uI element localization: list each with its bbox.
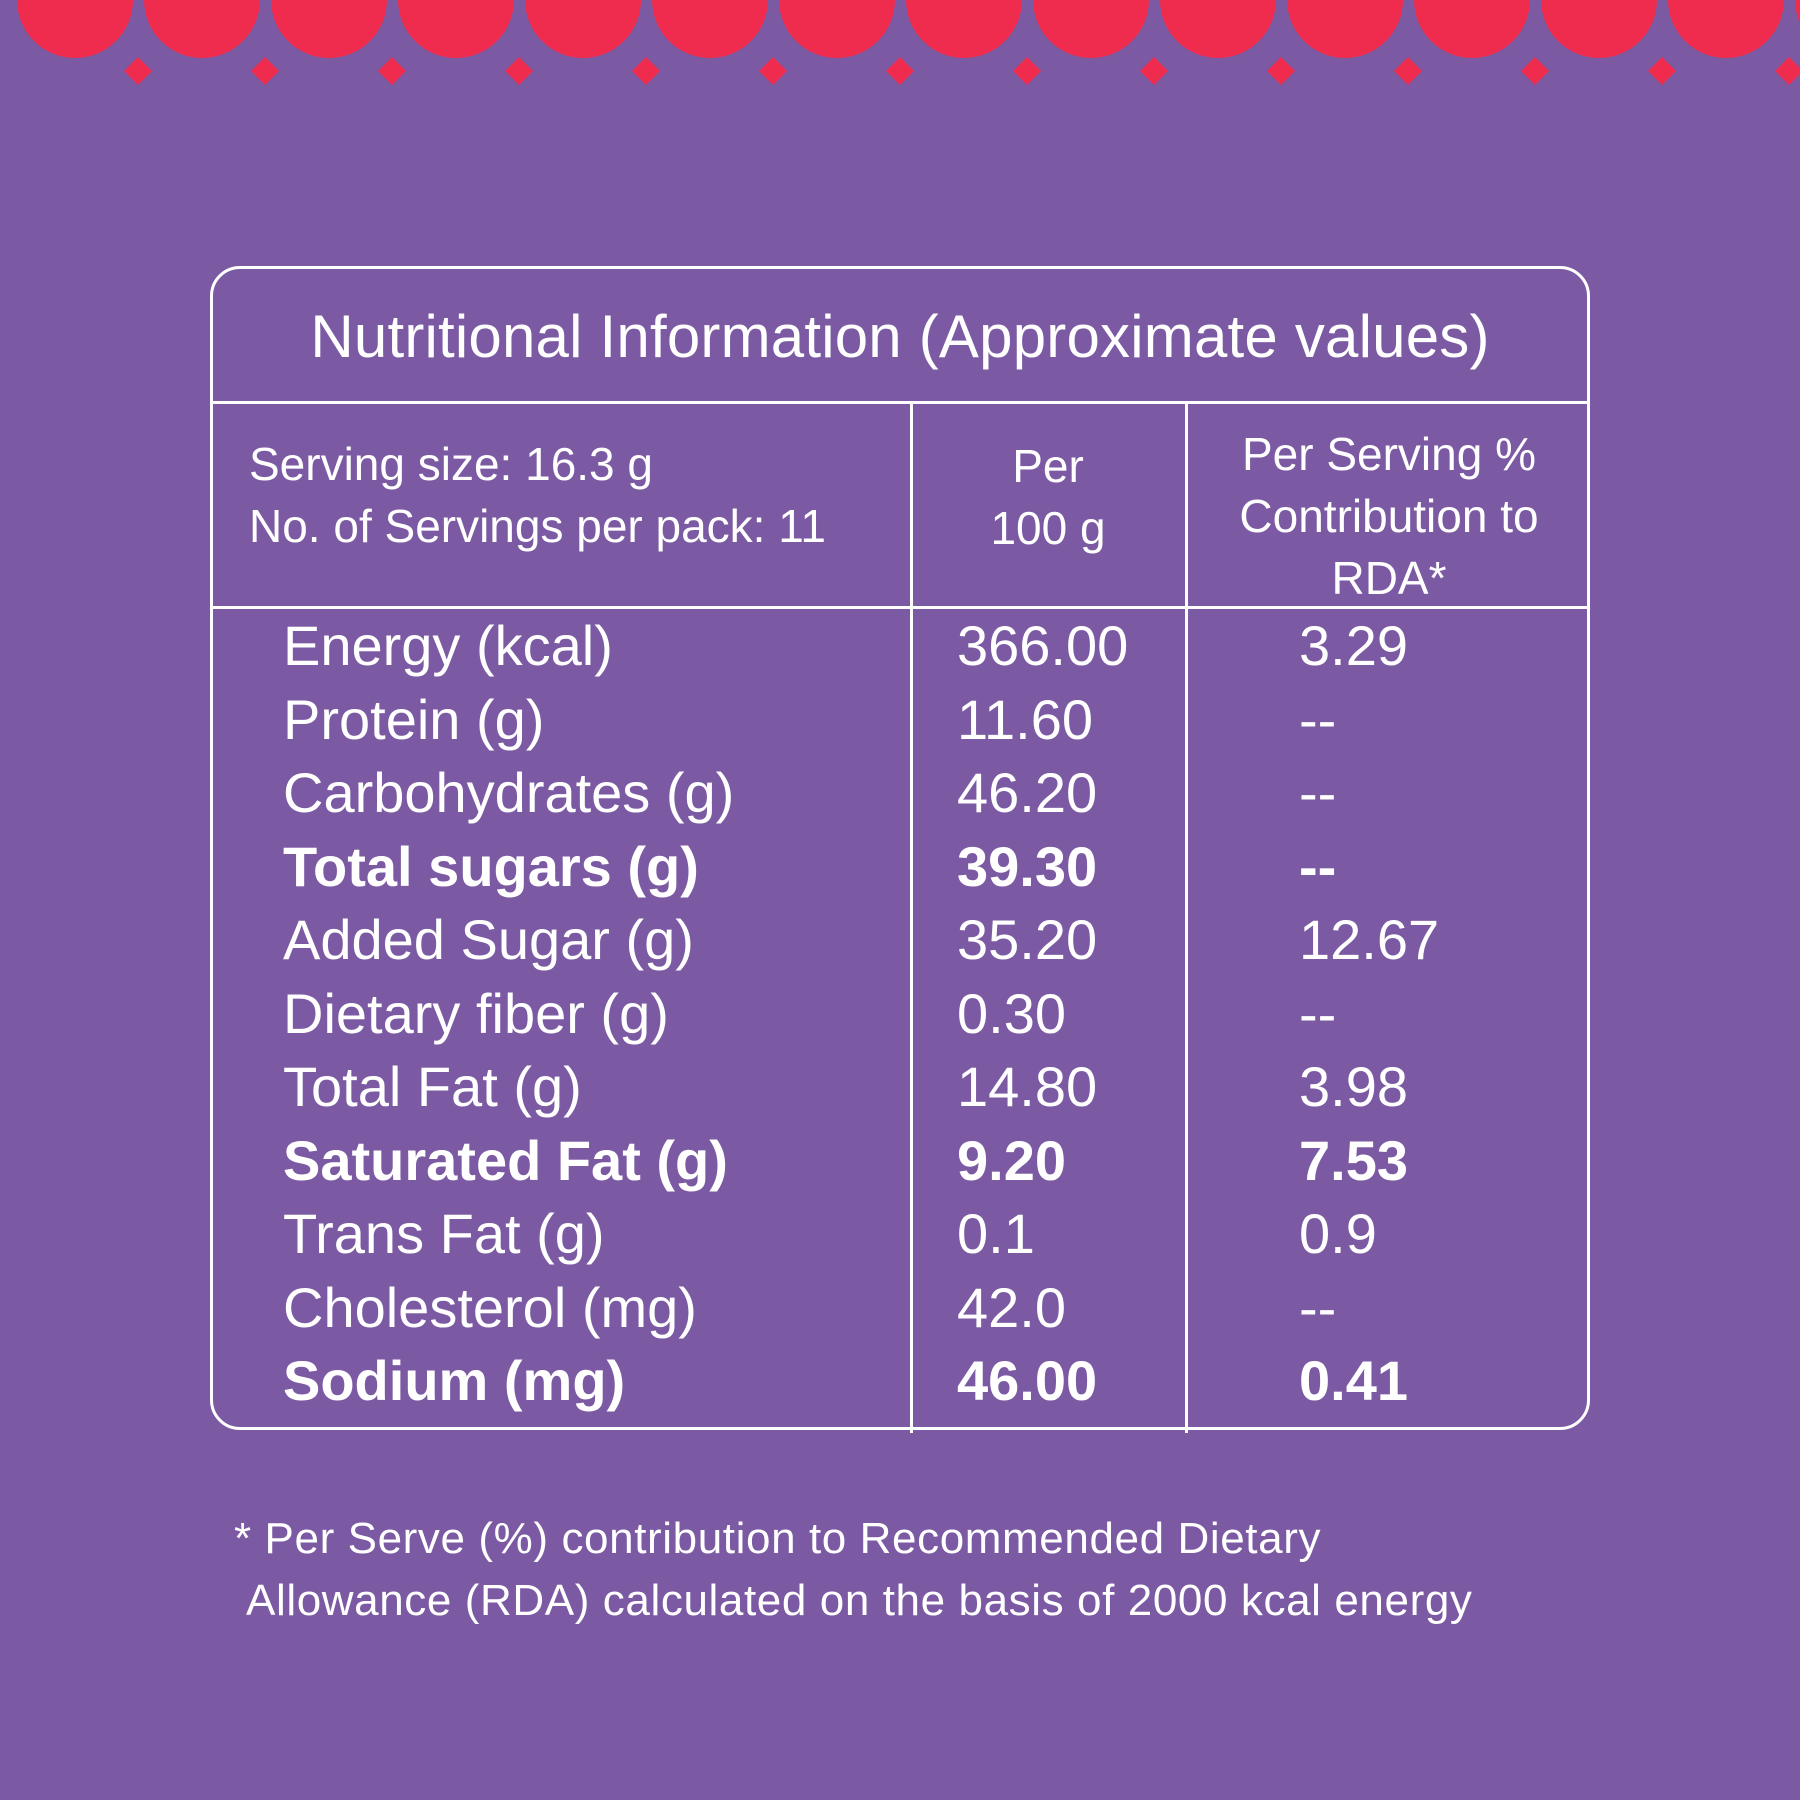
nutrient-name: Total Fat (g) xyxy=(283,1055,582,1118)
table-row: Dietary fiber (g) 0.30 -- xyxy=(213,977,1587,1051)
diamond-shape xyxy=(1521,57,1549,85)
diamond-shape xyxy=(124,57,152,85)
rda-value: 0.9 xyxy=(1299,1202,1377,1265)
per-100g-value: 0.30 xyxy=(957,981,1066,1045)
rda-header-line3: RDA* xyxy=(1331,552,1447,604)
rda-value: -- xyxy=(1299,687,1337,751)
nutrient-name: Sodium (mg) xyxy=(283,1349,626,1412)
column-divider-2 xyxy=(1185,401,1188,1433)
table-row: Total sugars (g) 39.30 -- xyxy=(213,830,1587,904)
scallop-shape xyxy=(398,0,514,58)
per-100g-value: 46.20 xyxy=(957,761,1098,824)
table-row: Added Sugar (g) 35.20 12.67 xyxy=(213,903,1587,977)
scallop-shape xyxy=(525,0,641,58)
scallop-shape xyxy=(1033,0,1149,58)
per-100g-value: 11.60 xyxy=(957,687,1093,751)
scallop-shape xyxy=(1668,0,1784,58)
scallop-shape xyxy=(271,0,387,58)
nutrient-rows: Energy (kcal) 366.00 3.29 Protein (g) 11… xyxy=(213,609,1587,1418)
rda-value: 3.29 xyxy=(1299,614,1408,677)
rda-value: 0.41 xyxy=(1299,1349,1408,1412)
table-row: Cholesterol (mg) 42.0 -- xyxy=(213,1271,1587,1345)
table-row: Carbohydrates (g) 46.20 -- xyxy=(213,756,1587,830)
title-divider xyxy=(213,401,1587,404)
scallop-shape xyxy=(1541,0,1657,58)
diamond-shape xyxy=(759,57,787,85)
per-100g-value: 9.20 xyxy=(957,1128,1066,1192)
diamond-shape xyxy=(886,57,914,85)
nutrient-name: Energy (kcal) xyxy=(283,614,613,677)
nutrient-name: Protein (g) xyxy=(283,687,545,751)
footnote-line1: * Per Serve (%) contribution to Recommen… xyxy=(234,1514,1322,1563)
scallop-shape xyxy=(17,0,133,58)
nutrient-name: Saturated Fat (g) xyxy=(283,1128,728,1192)
table-row: Saturated Fat (g) 9.20 7.53 xyxy=(213,1124,1587,1198)
rda-value: -- xyxy=(1299,981,1337,1045)
diamond-shape xyxy=(1140,57,1168,85)
scallop-shape xyxy=(906,0,1022,58)
rda-value: -- xyxy=(1299,761,1337,824)
nutrition-table-panel: Nutritional Information (Approximate val… xyxy=(210,266,1590,1433)
per-100g-header-line1: Per xyxy=(1012,440,1084,492)
per-100g-value: 35.20 xyxy=(957,908,1098,971)
per-100g-value: 14.80 xyxy=(957,1055,1098,1118)
scallop-shape xyxy=(144,0,260,58)
diamond-shape xyxy=(378,57,406,85)
serving-size: Serving size: 16.3 g xyxy=(249,438,654,490)
rda-value: 3.98 xyxy=(1299,1055,1408,1118)
per-100g-value: 42.0 xyxy=(957,1275,1066,1339)
nutrient-name: Total sugars (g) xyxy=(283,834,699,898)
scallop-shape xyxy=(1160,0,1276,58)
nutrient-name: Carbohydrates (g) xyxy=(283,761,735,824)
table-row: Total Fat (g) 14.80 3.98 xyxy=(213,1050,1587,1124)
scallop-shape xyxy=(1414,0,1530,58)
diamond-shape xyxy=(251,57,279,85)
scallop-shape xyxy=(652,0,768,58)
per-100g-value: 39.30 xyxy=(957,834,1098,898)
nutrient-name: Added Sugar (g) xyxy=(283,908,694,971)
rda-value: -- xyxy=(1299,834,1337,898)
per-100g-value: 0.1 xyxy=(957,1202,1035,1265)
serving-info: Serving size: 16.3 g No. of Servings per… xyxy=(249,433,826,557)
table-row: Trans Fat (g) 0.1 0.9 xyxy=(213,1197,1587,1271)
per-100g-header-line2: 100 g xyxy=(990,502,1106,554)
rda-header-line1: Per Serving % xyxy=(1241,428,1536,480)
per-100g-value: 46.00 xyxy=(957,1349,1098,1412)
diamond-shape xyxy=(1648,57,1676,85)
nutrient-name: Cholesterol (mg) xyxy=(283,1275,697,1339)
diamond-shape xyxy=(1013,57,1041,85)
diamond-shape xyxy=(505,57,533,85)
footnote-line2: Allowance (RDA) calculated on the basis … xyxy=(246,1576,1473,1625)
diamond-shape xyxy=(632,57,660,85)
per-100g-header: Per 100 g xyxy=(913,435,1183,559)
rda-header: Per Serving % Contribution to RDA* xyxy=(1189,423,1589,609)
diamond-shape xyxy=(1394,57,1422,85)
table-row: Protein (g) 11.60 -- xyxy=(213,683,1587,757)
rda-header-line2: Contribution to xyxy=(1239,490,1539,542)
header-divider xyxy=(213,606,1587,609)
diamond-shape xyxy=(1775,57,1800,85)
per-100g-value: 366.00 xyxy=(957,614,1129,677)
scallop-border-decoration xyxy=(17,0,1800,85)
rda-value: 7.53 xyxy=(1299,1128,1408,1192)
diamond-shape xyxy=(1267,57,1295,85)
rda-value: 12.67 xyxy=(1299,908,1440,971)
scallop-shape xyxy=(1287,0,1403,58)
table-title: Nutritional Information (Approximate val… xyxy=(310,302,1490,370)
servings-per-pack: No. of Servings per pack: 11 xyxy=(249,500,826,552)
nutrient-name: Dietary fiber (g) xyxy=(283,981,669,1045)
scallop-shape xyxy=(779,0,895,58)
table-row: Energy (kcal) 366.00 3.29 xyxy=(213,609,1587,683)
nutrient-name: Trans Fat (g) xyxy=(283,1202,605,1265)
scallop-shape xyxy=(1795,0,1800,24)
rda-footnote: * Per Serve (%) contribution to Recommen… xyxy=(234,1508,1473,1632)
column-divider-1 xyxy=(910,401,913,1433)
table-row: Sodium (mg) 46.00 0.41 xyxy=(213,1344,1587,1418)
rda-value: -- xyxy=(1299,1275,1337,1339)
